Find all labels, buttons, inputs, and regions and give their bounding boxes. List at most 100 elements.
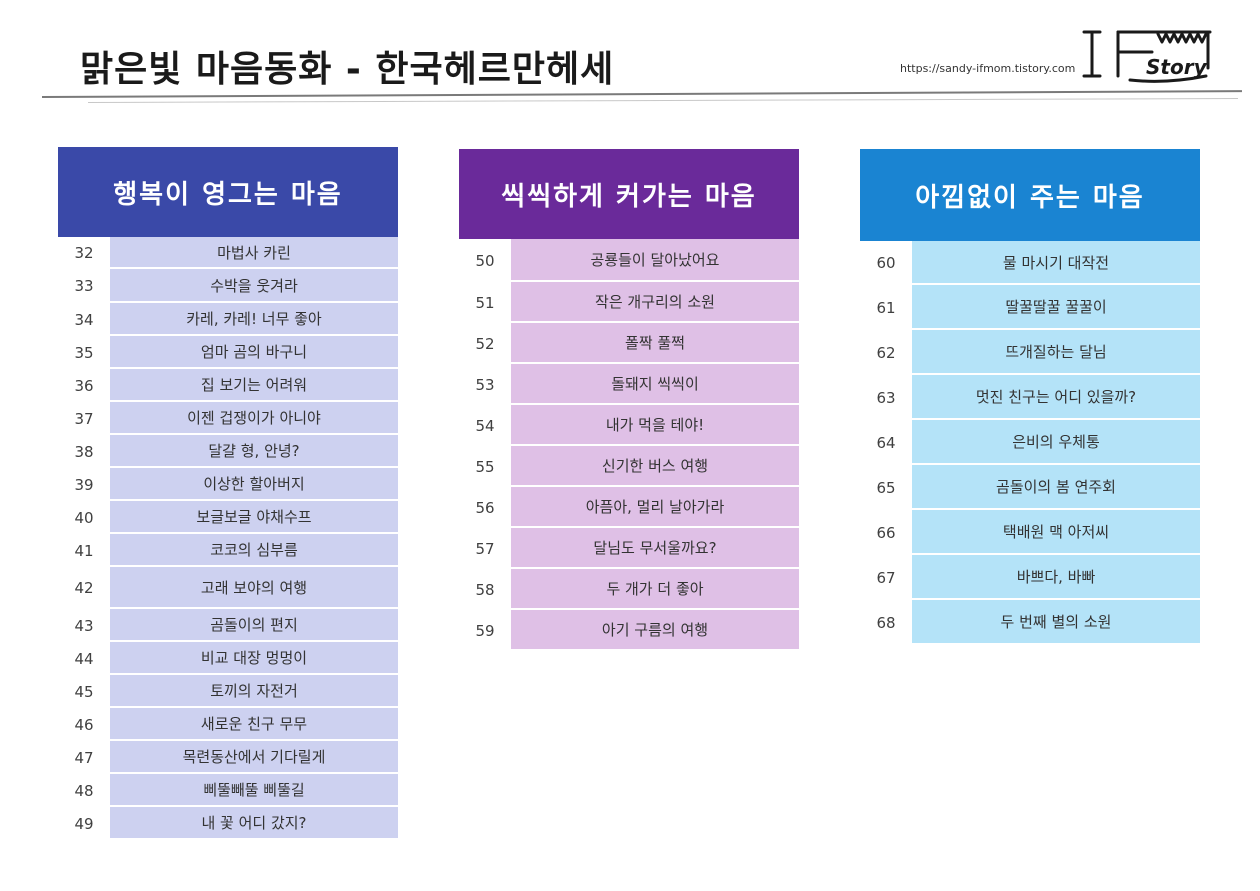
item-title: 비교 대장 멍멍이 — [110, 642, 398, 675]
item-number: 39 — [74, 475, 94, 494]
item-title: 곰돌이의 봄 연주회 — [912, 465, 1200, 510]
item-title: 삐뚤빼뚤 삐뚤길 — [110, 774, 398, 807]
list-item: 33 수박을 웃겨라 — [58, 269, 398, 303]
list-item: 64 은비의 우체통 — [860, 420, 1200, 465]
item-title: 아픔아, 멀리 날아가라 — [511, 487, 799, 528]
item-number: 49 — [74, 814, 94, 833]
item-number: 45 — [74, 682, 94, 701]
panel-rows: 60 물 마시기 대작전 61 딸꿀딸꿀 꿀꿀이 62 뜨개질하는 달님 63 멋진 친구는 … — [860, 241, 1200, 645]
item-number: 36 — [74, 376, 94, 395]
list-item: 57 달님도 무서울까요? — [459, 528, 799, 569]
item-number: 59 — [475, 621, 495, 640]
item-number: 58 — [475, 580, 495, 599]
item-number: 61 — [876, 298, 896, 317]
list-item: 37 이젠 겁쟁이가 아니야 — [58, 402, 398, 435]
item-number: 53 — [475, 375, 495, 394]
list-item: 65 곰돌이의 봄 연주회 — [860, 465, 1200, 510]
item-title: 달걀 형, 안녕? — [110, 435, 398, 468]
item-title: 아기 구름의 여행 — [511, 610, 799, 651]
panel-bravery: 씩씩하게 커가는 마음 50 공룡들이 달아났어요 51 작은 개구리의 소원 52 폴짝… — [459, 149, 799, 651]
list-item: 35 엄마 곰의 바구니 — [58, 336, 398, 369]
item-title: 고래 보야의 여행 — [110, 567, 398, 609]
item-number: 62 — [876, 343, 896, 362]
panel-header: 행복이 영그는 마음 — [58, 147, 398, 237]
list-item: 34 카레, 카레! 너무 좋아 — [58, 303, 398, 336]
item-title: 두 개가 더 좋아 — [511, 569, 799, 610]
list-item: 59 아기 구름의 여행 — [459, 610, 799, 651]
item-number: 44 — [74, 649, 94, 668]
item-title: 물 마시기 대작전 — [912, 241, 1200, 285]
item-title: 폴짝 풀쩍 — [511, 323, 799, 364]
item-title: 집 보기는 어려워 — [110, 369, 398, 402]
item-number: 50 — [475, 251, 495, 270]
item-title: 바쁘다, 바빠 — [912, 555, 1200, 600]
ifstory-logo: Story — [1082, 30, 1212, 83]
item-title: 딸꿀딸꿀 꿀꿀이 — [912, 285, 1200, 330]
list-item: 40 보글보글 야채수프 — [58, 501, 398, 534]
list-item: 43 곰돌이의 편지 — [58, 609, 398, 642]
item-number: 56 — [475, 498, 495, 517]
list-item: 45 토끼의 자전거 — [58, 675, 398, 708]
list-item: 62 뜨개질하는 달님 — [860, 330, 1200, 375]
item-number: 65 — [876, 478, 896, 497]
list-item: 52 폴짝 풀쩍 — [459, 323, 799, 364]
blog-url[interactable]: https://sandy-ifmom.tistory.com — [900, 62, 1076, 75]
panel-rows: 50 공룡들이 달아났어요 51 작은 개구리의 소원 52 폴짝 풀쩍 53 돌돼지 씩씩이… — [459, 239, 799, 651]
item-number: 51 — [475, 293, 495, 312]
item-title: 엄마 곰의 바구니 — [110, 336, 398, 369]
list-item: 36 집 보기는 어려워 — [58, 369, 398, 402]
list-item: 41 코코의 심부름 — [58, 534, 398, 567]
item-number: 54 — [475, 416, 495, 435]
list-item: 66 택배원 맥 아저씨 — [860, 510, 1200, 555]
item-title: 이젠 겁쟁이가 아니야 — [110, 402, 398, 435]
item-number: 37 — [74, 409, 94, 428]
list-item: 50 공룡들이 달아났어요 — [459, 239, 799, 282]
item-title: 보글보글 야채수프 — [110, 501, 398, 534]
list-item: 51 작은 개구리의 소원 — [459, 282, 799, 323]
item-title: 마법사 카린 — [110, 237, 398, 269]
item-number: 57 — [475, 539, 495, 558]
item-title: 코코의 심부름 — [110, 534, 398, 567]
item-number: 68 — [876, 613, 896, 632]
item-number: 46 — [74, 715, 94, 734]
item-title: 뜨개질하는 달님 — [912, 330, 1200, 375]
item-title: 두 번째 별의 소원 — [912, 600, 1200, 645]
list-item: 42 고래 보야의 여행 — [58, 567, 398, 609]
list-item: 53 돌돼지 씩씩이 — [459, 364, 799, 405]
list-item: 56 아픔아, 멀리 날아가라 — [459, 487, 799, 528]
item-title: 택배원 맥 아저씨 — [912, 510, 1200, 555]
item-title: 수박을 웃겨라 — [110, 269, 398, 303]
item-title: 새로운 친구 무무 — [110, 708, 398, 741]
item-number: 64 — [876, 433, 896, 452]
list-item: 55 신기한 버스 여행 — [459, 446, 799, 487]
item-number: 55 — [475, 457, 495, 476]
item-title: 공룡들이 달아났어요 — [511, 239, 799, 282]
list-item: 49 내 꽃 어디 갔지? — [58, 807, 398, 840]
item-number: 47 — [74, 748, 94, 767]
item-number: 33 — [74, 277, 94, 295]
item-title: 내 꽃 어디 갔지? — [110, 807, 398, 840]
item-title: 토끼의 자전거 — [110, 675, 398, 708]
list-item: 67 바쁘다, 바빠 — [860, 555, 1200, 600]
panel-happiness: 행복이 영그는 마음 32 마법사 카린 33 수박을 웃겨라 34 카레, 카레! 너무… — [58, 147, 398, 840]
item-title: 내가 먹을 테야! — [511, 405, 799, 446]
item-number: 35 — [74, 343, 94, 362]
item-title: 곰돌이의 편지 — [110, 609, 398, 642]
item-title: 목련동산에서 기다릴게 — [110, 741, 398, 774]
item-title: 은비의 우체통 — [912, 420, 1200, 465]
list-item: 58 두 개가 더 좋아 — [459, 569, 799, 610]
list-item: 44 비교 대장 멍멍이 — [58, 642, 398, 675]
item-number: 32 — [74, 244, 94, 262]
item-number: 38 — [74, 442, 94, 461]
item-number: 52 — [475, 334, 495, 353]
panel-giving: 아낌없이 주는 마음 60 물 마시기 대작전 61 딸꿀딸꿀 꿀꿀이 62 뜨개질하는 … — [860, 149, 1200, 645]
item-title: 멋진 친구는 어디 있을까? — [912, 375, 1200, 420]
item-title: 돌돼지 씩씩이 — [511, 364, 799, 405]
item-number: 40 — [74, 508, 94, 527]
panel-header: 씩씩하게 커가는 마음 — [459, 149, 799, 239]
item-number: 67 — [876, 568, 896, 587]
panel-rows: 32 마법사 카린 33 수박을 웃겨라 34 카레, 카레! 너무 좋아 35 엄마 곰의 … — [58, 237, 398, 840]
list-item: 47 목련동산에서 기다릴게 — [58, 741, 398, 774]
list-item: 39 이상한 할아버지 — [58, 468, 398, 501]
item-number: 63 — [876, 388, 896, 407]
